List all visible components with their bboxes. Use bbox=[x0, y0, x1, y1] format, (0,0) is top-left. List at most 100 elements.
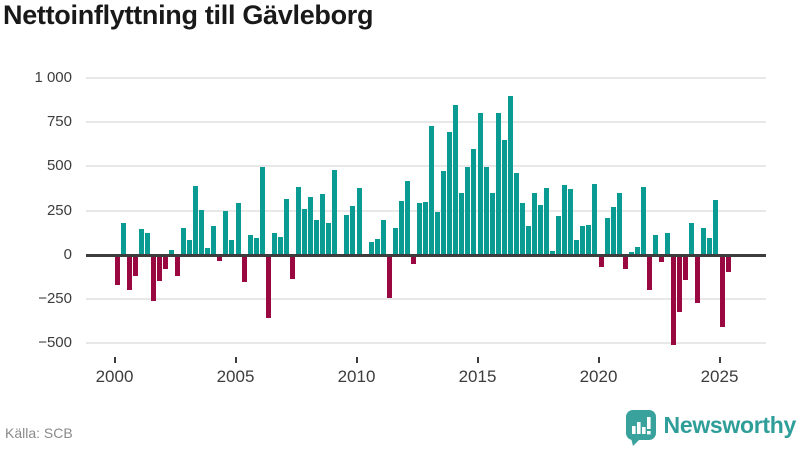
bar-positive bbox=[356, 188, 362, 255]
y-tick-label: 750 bbox=[46, 113, 72, 131]
bar-positive bbox=[271, 233, 277, 255]
bar-negative bbox=[598, 254, 604, 268]
bar-positive bbox=[181, 228, 187, 255]
bar-negative bbox=[132, 254, 138, 276]
bar-positive bbox=[344, 214, 350, 255]
bar-positive bbox=[507, 95, 513, 255]
y-tick-label: −250 bbox=[38, 289, 72, 307]
bar-positive bbox=[199, 209, 205, 255]
bar-positive bbox=[187, 239, 193, 255]
bar-positive bbox=[592, 184, 598, 255]
bar-positive bbox=[380, 220, 386, 255]
bar-positive bbox=[326, 222, 332, 255]
y-tick-label: 500 bbox=[46, 157, 72, 175]
bar-negative bbox=[175, 254, 180, 276]
bar-positive bbox=[314, 220, 320, 255]
bar-positive bbox=[392, 228, 398, 255]
gridline bbox=[86, 121, 766, 124]
bar-negative bbox=[156, 254, 162, 282]
bar-negative bbox=[695, 254, 701, 304]
bar-positive bbox=[320, 193, 326, 255]
bar-positive bbox=[489, 192, 495, 255]
bar-positive bbox=[374, 238, 380, 255]
gridline bbox=[86, 165, 766, 168]
x-tick-mark bbox=[718, 357, 721, 363]
bar-positive bbox=[471, 148, 477, 255]
bar-positive bbox=[223, 210, 229, 255]
y-tick-label: 0 bbox=[63, 245, 72, 263]
bar-negative bbox=[126, 254, 132, 290]
bar-positive bbox=[138, 229, 144, 255]
bar-positive bbox=[574, 239, 580, 255]
bar-positive bbox=[525, 225, 531, 255]
bar-positive bbox=[435, 212, 441, 255]
y-tick-label: 250 bbox=[46, 201, 72, 219]
bar-positive bbox=[308, 197, 314, 255]
bar-positive bbox=[459, 192, 465, 255]
bar-positive bbox=[441, 170, 447, 255]
bar-positive bbox=[477, 113, 483, 255]
bar-positive bbox=[616, 192, 622, 255]
bar-negative bbox=[677, 254, 683, 313]
bar-positive bbox=[465, 167, 471, 255]
bar-positive bbox=[538, 205, 543, 255]
y-tick-label: −500 bbox=[38, 334, 72, 351]
gridline bbox=[86, 77, 766, 79]
bar-positive bbox=[652, 235, 658, 255]
bar-negative bbox=[410, 254, 416, 265]
bar-negative bbox=[719, 254, 725, 328]
bar-positive bbox=[229, 239, 235, 255]
bar-positive bbox=[628, 252, 634, 255]
x-tick-label: 2020 bbox=[579, 367, 618, 386]
gridline bbox=[86, 297, 766, 300]
bar-positive bbox=[253, 237, 259, 255]
bar-positive bbox=[453, 104, 459, 255]
bar-negative bbox=[289, 254, 295, 280]
bar-positive bbox=[277, 237, 283, 255]
bar-positive bbox=[701, 228, 707, 255]
bar-positive bbox=[531, 192, 537, 255]
bar-positive bbox=[483, 167, 489, 255]
x-tick-label: 2005 bbox=[216, 367, 255, 386]
bar-negative bbox=[241, 254, 247, 283]
bar-positive bbox=[259, 167, 265, 255]
bar-positive bbox=[211, 225, 217, 255]
x-tick-mark bbox=[234, 357, 237, 363]
bar-positive bbox=[640, 186, 646, 255]
newsworthy-logo: Newsworthy bbox=[625, 410, 797, 446]
x-tick-mark bbox=[355, 357, 358, 363]
bar-negative bbox=[265, 254, 271, 319]
bar-positive bbox=[350, 206, 356, 255]
x-tick-label: 2025 bbox=[700, 367, 739, 386]
bar-positive bbox=[144, 233, 150, 255]
bar-negative bbox=[725, 254, 731, 273]
bar-positive bbox=[332, 169, 338, 255]
bar-positive bbox=[302, 208, 308, 255]
bar-positive bbox=[205, 247, 211, 255]
zero-axis-line bbox=[86, 253, 766, 257]
bar-positive bbox=[429, 125, 435, 255]
bar-positive bbox=[713, 199, 719, 255]
newsworthy-logo-icon bbox=[625, 410, 656, 446]
bar-positive bbox=[501, 139, 507, 255]
bar-positive bbox=[296, 186, 301, 255]
x-tick-mark bbox=[476, 357, 479, 363]
bar-positive bbox=[519, 203, 525, 255]
bar-positive bbox=[550, 251, 556, 255]
gridline bbox=[86, 342, 766, 344]
bar-negative bbox=[162, 254, 168, 269]
bar-negative bbox=[622, 254, 628, 269]
bar-negative bbox=[114, 254, 120, 285]
x-tick-mark bbox=[597, 357, 600, 363]
bar-positive bbox=[404, 181, 410, 255]
bar-negative bbox=[646, 254, 652, 290]
x-tick-label: 2015 bbox=[458, 367, 497, 386]
newsworthy-wordmark: Newsworthy bbox=[663, 412, 797, 438]
bar-positive bbox=[689, 222, 695, 255]
bar-positive bbox=[235, 202, 241, 255]
bar-negative bbox=[683, 254, 689, 281]
bar-positive bbox=[513, 173, 519, 255]
bar-positive bbox=[604, 217, 610, 255]
bar-positive bbox=[586, 224, 592, 255]
